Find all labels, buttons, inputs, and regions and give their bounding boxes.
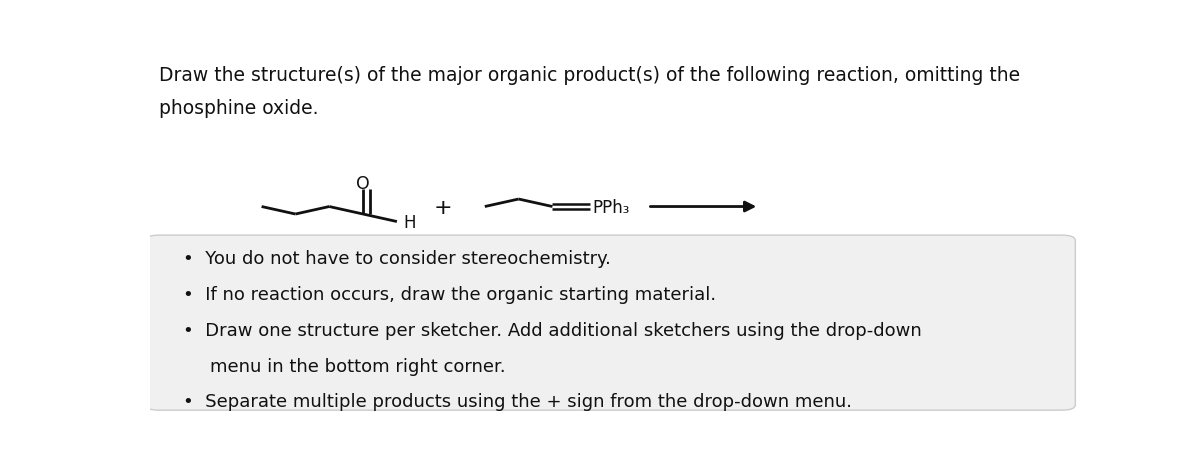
Text: +: +: [433, 197, 452, 217]
Text: menu in the bottom right corner.: menu in the bottom right corner.: [210, 357, 506, 375]
Text: H: H: [403, 213, 416, 231]
Text: O: O: [356, 174, 370, 192]
Text: •  Draw one structure per sketcher. Add additional sketchers using the drop-down: • Draw one structure per sketcher. Add a…: [182, 321, 922, 339]
FancyBboxPatch shape: [145, 236, 1075, 410]
Text: PPh₃: PPh₃: [593, 198, 630, 216]
Text: phosphine oxide.: phosphine oxide.: [160, 98, 319, 117]
Text: •  Separate multiple products using the + sign from the drop-down menu.: • Separate multiple products using the +…: [182, 393, 852, 410]
Text: •  You do not have to consider stereochemistry.: • You do not have to consider stereochem…: [182, 250, 611, 268]
Text: •  If no reaction occurs, draw the organic starting material.: • If no reaction occurs, draw the organi…: [182, 286, 715, 303]
Text: Draw the structure(s) of the major organic product(s) of the following reaction,: Draw the structure(s) of the major organ…: [160, 66, 1020, 85]
